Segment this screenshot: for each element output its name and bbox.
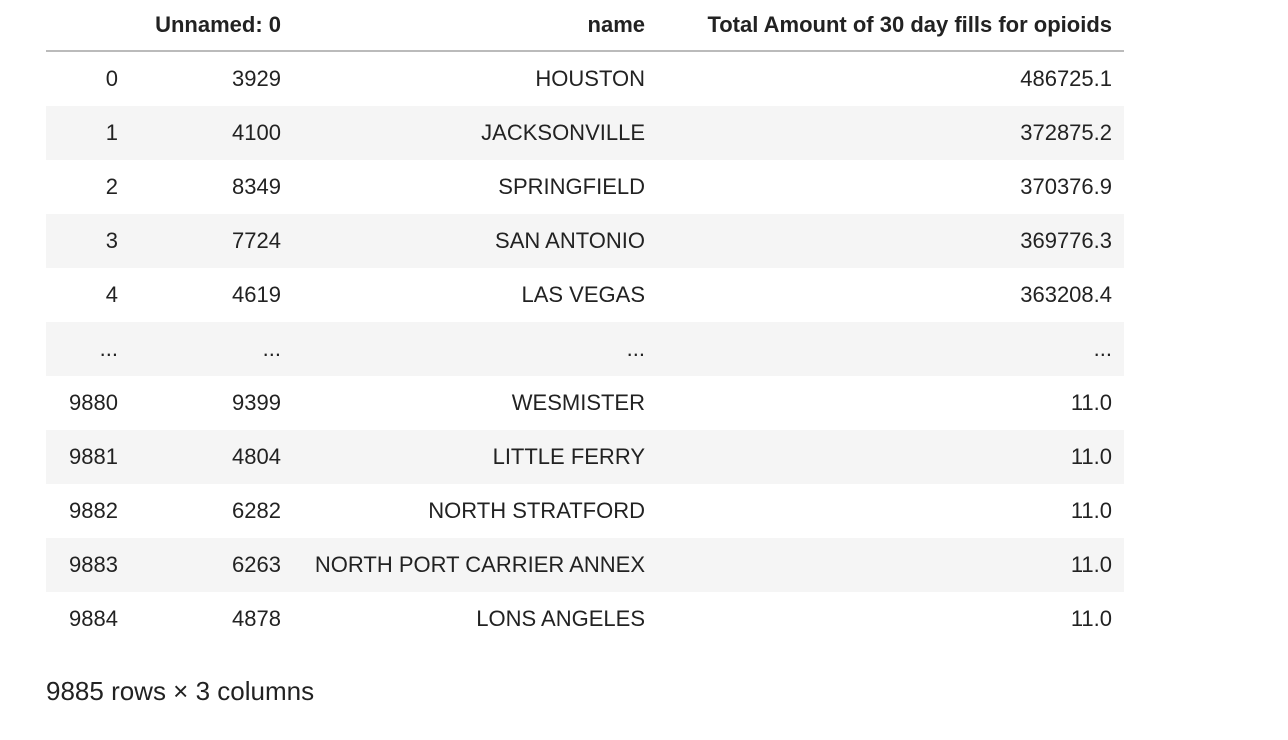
table-row: 9881 4804 LITTLE FERRY 11.0 <box>46 430 1124 484</box>
column-header: Total Amount of 30 day fills for opioids <box>657 0 1124 52</box>
row-index: 0 <box>105 66 118 91</box>
table-cell: ... <box>1093 336 1112 361</box>
table-cell: 6282 <box>232 498 281 523</box>
table-cell: 11.0 <box>1070 606 1112 631</box>
table-row: 1 4100 JACKSONVILLE 372875.2 <box>46 106 1124 160</box>
table-cell: LAS VEGAS <box>521 282 645 307</box>
table-cell: 9399 <box>232 390 281 415</box>
table-cell: SAN ANTONIO <box>495 228 645 253</box>
table-cell: 7724 <box>232 228 281 253</box>
row-index: 9882 <box>69 498 118 523</box>
row-index: 2 <box>105 174 118 199</box>
dataframe: Unnamed: 0 name Total Amount of 30 day fil… <box>46 0 1124 646</box>
row-index: 9880 <box>69 390 118 415</box>
table-header: Unnamed: 0 name Total Amount of 30 day fil… <box>46 0 1124 52</box>
table-row: 9884 4878 LONS ANGELES 11.0 <box>46 592 1124 646</box>
table-cell: 486725.1 <box>1020 66 1112 91</box>
index-header <box>46 0 130 52</box>
table-cell: LONS ANGELES <box>476 606 645 631</box>
row-index: 1 <box>105 120 118 145</box>
table-cell: 369776.3 <box>1020 228 1112 253</box>
table-row: 2 8349 SPRINGFIELD 370376.9 <box>46 160 1124 214</box>
table-cell: NORTH PORT CARRIER ANNEX <box>314 552 645 577</box>
row-index: 9881 <box>69 444 118 469</box>
table-row: 4 4619 LAS VEGAS 363208.4 <box>46 268 1124 322</box>
table-cell: 3929 <box>232 66 281 91</box>
table-row: 9883 6263 NORTH PORT CARRIER ANNEX 11.0 <box>46 538 1124 592</box>
table-cell: WESMISTER <box>511 390 645 415</box>
table-cell: JACKSONVILLE <box>481 120 645 145</box>
row-index: 3 <box>105 228 118 253</box>
caption: 9885 rows × 3 columns <box>46 676 315 706</box>
table-cell: 4619 <box>232 282 281 307</box>
table-cell: ... <box>262 336 281 361</box>
table-cell: HOUSTON <box>535 66 645 91</box>
table-cell: 11.0 <box>1070 444 1112 469</box>
table-row: ............ <box>46 322 1124 376</box>
table-cell: 370376.9 <box>1020 174 1112 199</box>
table-cell: 363208.4 <box>1020 282 1112 307</box>
table-row: 9880 9399 WESMISTER 11.0 <box>46 376 1124 430</box>
table-cell: 4100 <box>232 120 281 145</box>
table-cell: 11.0 <box>1070 498 1112 523</box>
table-cell: 372875.2 <box>1020 120 1112 145</box>
table-cell: 4804 <box>232 444 281 469</box>
table-cell: NORTH STRATFORD <box>428 498 645 523</box>
table-cell: LITTLE FERRY <box>492 444 645 469</box>
table-cell: 8349 <box>232 174 281 199</box>
table-cell: 11.0 <box>1070 552 1112 577</box>
row-index: 9884 <box>69 606 118 631</box>
row-index: 4 <box>105 282 118 307</box>
row-index: ... <box>99 336 118 361</box>
table-cell: 4878 <box>232 606 281 631</box>
column-header: name <box>293 0 657 52</box>
table-cell: ... <box>626 336 645 361</box>
table-row: 9882 6282 NORTH STRATFORD 11.0 <box>46 484 1124 538</box>
table-cell: 11.0 <box>1070 390 1112 415</box>
row-index: 9883 <box>69 552 118 577</box>
table-row: 0 3929 HOUSTON 486725.1 <box>46 51 1124 106</box>
header-row: Unnamed: 0 name Total Amount of 30 day fil… <box>46 0 1124 52</box>
table-row: 3 7724 SAN ANTONIO 369776.3 <box>46 214 1124 268</box>
table-body: 0 3929 HOUSTON 486725.1 1 4100 JACKSONVILLE 372… <box>46 51 1124 646</box>
column-header: Unnamed: 0 <box>130 0 293 52</box>
table-cell: 6263 <box>232 552 281 577</box>
table-cell: SPRINGFIELD <box>498 174 645 199</box>
